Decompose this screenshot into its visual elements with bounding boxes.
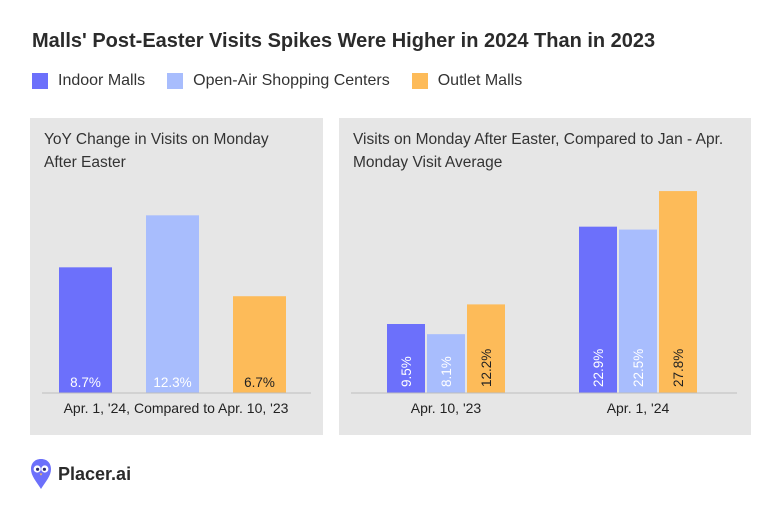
chart-title: Malls' Post-Easter Visits Spikes Were Hi…	[32, 30, 656, 52]
legend: Indoor Malls Open-Air Shopping Centers O…	[32, 72, 544, 90]
legend-item-open-air: Open-Air Shopping Centers	[167, 72, 390, 90]
legend-item-outlet-malls: Outlet Malls	[411, 72, 523, 90]
legend-item-indoor-malls: Indoor Malls	[32, 72, 145, 90]
legend-label-indoor-malls: Indoor Malls	[58, 72, 146, 89]
left-chart-title: YoY Change in Visits on Monday After Eas…	[44, 131, 269, 171]
data-label-outlet-malls-apr-1-24: 27.8%	[671, 349, 686, 387]
data-label-outlet-malls: 6.7%	[244, 375, 275, 390]
x-tick-label-apr-10-23: Apr. 10, '23	[411, 400, 482, 416]
right-chart-panel: Visits on Monday After Easter, Compared …	[339, 118, 751, 435]
bar-indoor-malls-apr-1-24	[579, 226, 617, 393]
left-chart-panel: YoY Change in Visits on Monday After Eas…	[30, 118, 323, 435]
left-chart-svg: 8.7% 12.3% 6.7% Apr. 1, '24, Compared to Ap…	[42, 215, 311, 416]
data-label-indoor-malls-apr-10-23: 9.5%	[399, 356, 414, 387]
owl-logo-icon	[31, 459, 51, 489]
legend-swatch-indoor-malls	[32, 73, 48, 89]
legend-label-outlet-malls: Outlet Malls	[437, 72, 523, 89]
brand-name: Placer.ai	[58, 463, 132, 484]
x-tick-label-apr-1-24: Apr. 1, '24	[607, 400, 670, 416]
bar-open-air-shopping-centers	[146, 215, 199, 393]
legend-swatch-open-air	[167, 73, 184, 89]
legend-swatch-outlet-malls	[411, 73, 428, 89]
bar-outlet-malls-apr-10-23	[467, 304, 505, 393]
right-chart-svg: 9.5% 8.1% 12.2% Apr. 10, '23 22.9% 22.5% 27.8%…	[351, 191, 737, 416]
bar-indoor-malls-apr-10-23	[387, 324, 425, 393]
data-label-open-air-shopping-centers-apr-1-24: 22.5%	[631, 349, 646, 387]
bar-open-air-shopping-centers-apr-10-23	[427, 334, 465, 393]
bar-open-air-shopping-centers-apr-1-24	[619, 229, 657, 393]
bar-outlet-malls-apr-1-24	[659, 191, 697, 393]
x-tick-label: Apr. 1, '24, Compared to Apr. 10, '23	[64, 400, 289, 416]
data-label-indoor-malls: 8.7%	[70, 375, 101, 390]
data-label-open-air-shopping-centers: 12.3%	[153, 375, 191, 390]
legend-label-open-air: Open-Air Shopping Centers	[193, 72, 390, 89]
right-chart-title: Visits on Monday After Easter, Compared …	[353, 131, 724, 171]
data-label-open-air-shopping-centers-apr-10-23: 8.1%	[439, 356, 454, 387]
data-label-indoor-malls-apr-1-24: 22.9%	[591, 349, 606, 387]
placer-logo: Placer.ai	[30, 458, 131, 490]
bar-outlet-malls	[233, 296, 286, 393]
data-label-outlet-malls-apr-10-23: 12.2%	[479, 349, 494, 387]
bar-indoor-malls	[59, 267, 112, 393]
